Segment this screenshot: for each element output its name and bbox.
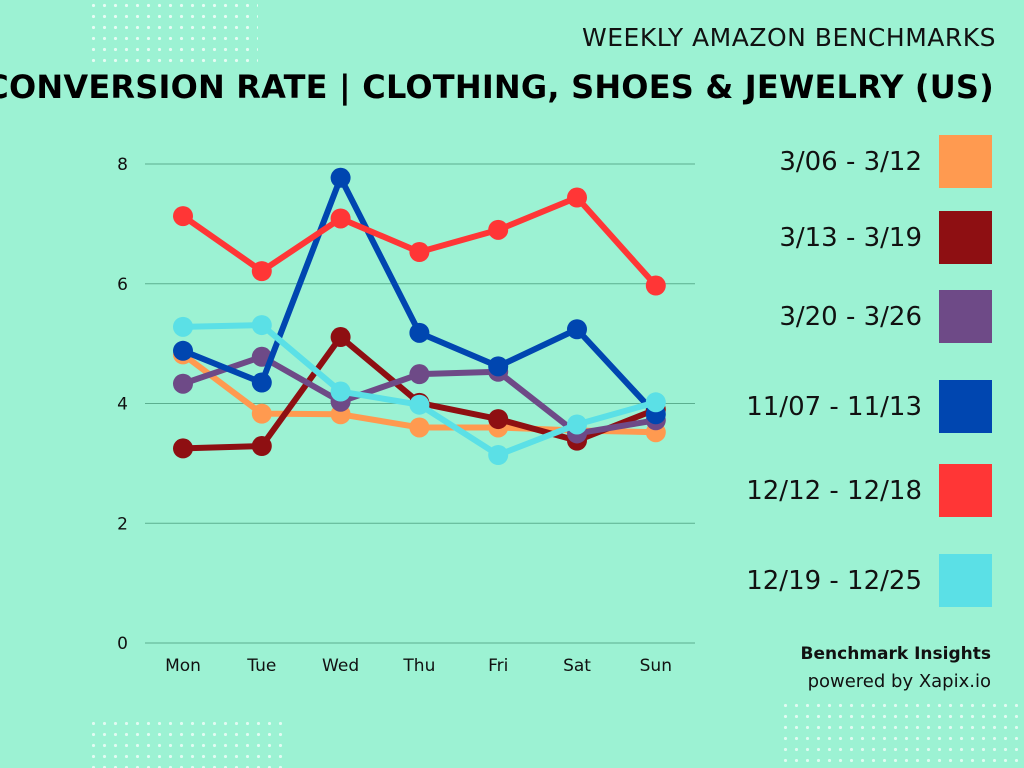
legend-label: 12/12 - 12/18: [746, 476, 922, 506]
y-axis-tick-labels: 0 2 4 6 8: [117, 155, 128, 654]
series-6: [173, 315, 666, 465]
data-point: [645, 392, 666, 413]
chart-subtitle: WEEKLY AMAZON BENCHMARKS: [582, 23, 996, 52]
legend-swatch: [939, 135, 992, 188]
x-tick-label: Sat: [563, 656, 591, 676]
legend-label: 3/20 - 3/26: [779, 302, 922, 332]
legend-item-series-2: 3/13 - 3/19: [700, 211, 992, 265]
x-tick-label: Sun: [640, 656, 672, 676]
data-point: [567, 414, 587, 435]
data-point: [409, 417, 430, 438]
legend-label: 3/06 - 3/12: [779, 147, 922, 177]
data-point: [409, 242, 430, 263]
data-point: [251, 315, 272, 336]
data-point: [488, 444, 509, 465]
x-axis-tick-labels: Mon Tue Wed Thu Fri Sat Sun: [165, 656, 672, 676]
legend-item-series-1: 3/06 - 3/12: [700, 135, 992, 189]
data-point: [173, 340, 193, 361]
legend-swatch: [939, 290, 992, 343]
brand-powered-by: powered by Xapix.io: [807, 671, 991, 692]
x-tick-label: Thu: [402, 656, 435, 676]
legend-label: 3/13 - 3/19: [779, 223, 922, 253]
legend-item-series-4: 11/07 - 11/13: [700, 380, 992, 434]
legend-item-series-6: 12/19 - 12/25: [700, 554, 992, 608]
data-point: [567, 187, 587, 208]
brand-credit: Benchmark Insights powered by Xapix.io: [801, 640, 991, 696]
data-point: [173, 316, 193, 337]
legend-swatch: [939, 464, 992, 517]
data-point: [173, 373, 193, 394]
x-tick-label: Mon: [165, 656, 201, 676]
x-tick-label: Tue: [246, 656, 276, 676]
chart-title: CONVERSION RATE | CLOTHING, SHOES & JEWE…: [0, 68, 994, 106]
data-point: [330, 381, 351, 402]
legend-label: 12/19 - 12/25: [746, 566, 922, 596]
y-tick-label: 8: [117, 155, 128, 175]
data-point: [645, 275, 666, 296]
data-point: [488, 356, 509, 377]
brand-name: Benchmark Insights: [800, 644, 991, 664]
data-point: [251, 372, 272, 393]
data-point: [173, 438, 193, 459]
data-point: [251, 436, 272, 457]
y-tick-label: 0: [117, 634, 128, 654]
data-point: [330, 167, 351, 188]
data-point: [567, 319, 587, 340]
series-4: [173, 167, 666, 425]
y-tick-label: 4: [117, 395, 128, 415]
data-point: [330, 327, 351, 348]
legend-swatch: [939, 380, 992, 433]
series-5: [173, 187, 666, 296]
series-lines: [173, 167, 666, 465]
legend-swatch: [939, 554, 992, 607]
legend-label: 11/07 - 11/13: [746, 392, 922, 422]
data-point: [251, 403, 272, 424]
y-tick-label: 6: [117, 275, 128, 295]
legend-swatch: [939, 211, 992, 264]
x-tick-label: Fri: [488, 656, 508, 676]
data-point: [488, 409, 509, 430]
data-point: [251, 261, 272, 282]
data-point: [409, 322, 430, 343]
legend-item-series-5: 12/12 - 12/18: [700, 464, 992, 518]
legend-item-series-3: 3/20 - 3/26: [700, 290, 992, 344]
data-point: [488, 219, 509, 240]
data-point: [173, 206, 193, 227]
y-tick-label: 2: [117, 514, 128, 534]
data-point: [409, 364, 430, 385]
data-point: [409, 394, 430, 415]
legend: 3/06 - 3/12 3/13 - 3/19 3/20 - 3/26 11/0…: [700, 0, 1000, 640]
data-point: [330, 208, 351, 229]
x-tick-label: Wed: [322, 656, 359, 676]
